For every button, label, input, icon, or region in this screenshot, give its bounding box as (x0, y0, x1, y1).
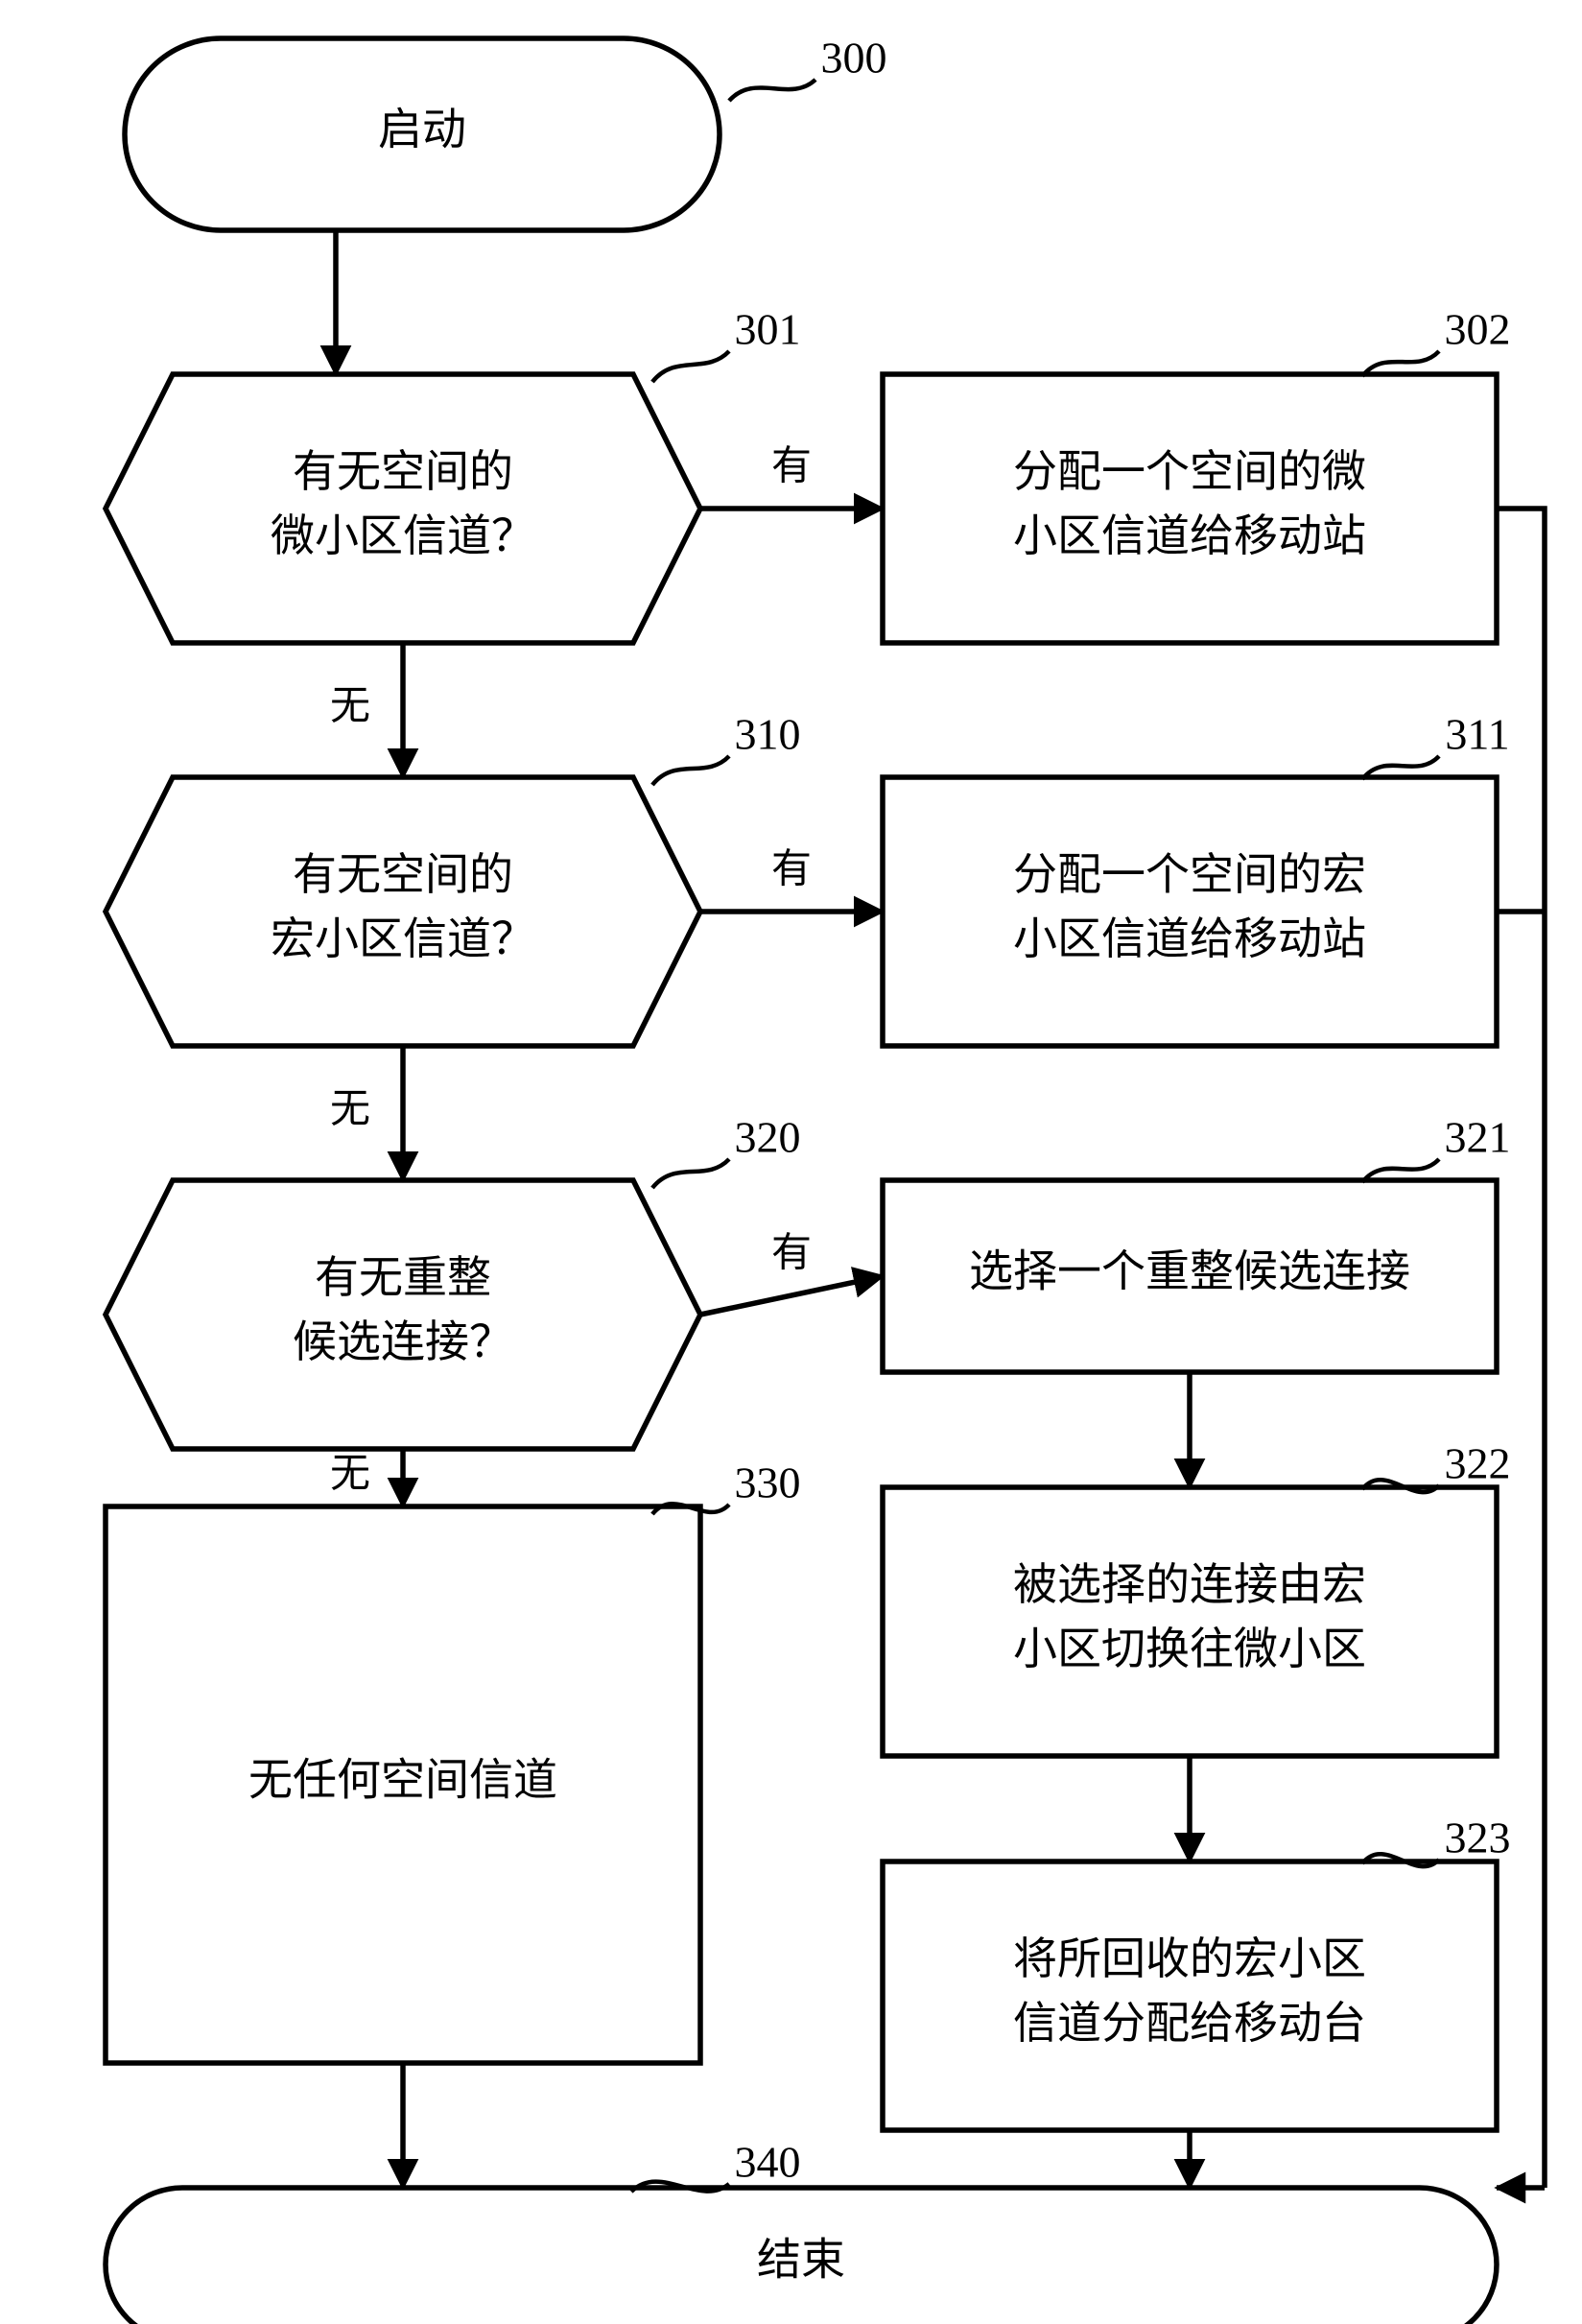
node-p322-line2: 小区切换往微小区 (1013, 1624, 1366, 1673)
node-p322: 被选择的连接由宏小区切换往微小区 (883, 1487, 1497, 1756)
ref-num-310: 310 (735, 710, 801, 759)
ref-num-322: 322 (1445, 1439, 1511, 1488)
ref-leader-310 (652, 756, 729, 785)
edge-d320-p321 (700, 1276, 883, 1315)
node-d320-line2: 候选连接？ (293, 1317, 513, 1366)
node-p330-line1: 无任何空间信道 (248, 1756, 557, 1805)
edge-label-d320-p330: 无 (330, 1453, 370, 1497)
node-p323-line2: 信道分配给移动台 (1013, 1999, 1366, 2048)
node-p321: 选择一个重整候选连接 (883, 1180, 1497, 1372)
ref-num-321: 321 (1445, 1113, 1511, 1162)
edge-label-d301-d310: 无 (330, 685, 370, 729)
node-d301-line1: 有无空间的 (293, 447, 513, 496)
node-end-line1: 结束 (757, 2236, 845, 2285)
ref-num-300: 300 (821, 34, 887, 83)
node-end: 结束 (106, 2188, 1497, 2324)
node-p322-line1: 被选择的连接由宏 (1013, 1560, 1366, 1609)
node-d310: 有无空间的宏小区信道？ (106, 777, 700, 1046)
node-p311-line2: 小区信道给移动站 (1013, 914, 1366, 963)
edge-label-d301-p302: 有 (771, 445, 812, 489)
edge-p302-spine (1497, 509, 1545, 2188)
ref-num-340: 340 (735, 2138, 801, 2187)
node-d310-line1: 有无空间的 (293, 850, 513, 899)
node-p311: 分配一个空间的宏小区信道给移动站 (883, 777, 1497, 1046)
ref-num-320: 320 (735, 1113, 801, 1162)
node-d301-line2: 微小区信道？ (271, 511, 535, 560)
ref-leader-301 (652, 351, 729, 382)
ref-leader-300 (729, 80, 815, 101)
ref-num-302: 302 (1445, 305, 1511, 354)
node-p321-line1: 选择一个重整候选连接 (969, 1247, 1410, 1296)
node-start: 启动 (125, 38, 720, 230)
ref-leader-320 (652, 1159, 729, 1188)
ref-num-311: 311 (1445, 710, 1509, 759)
edge-label-d320-p321: 有 (771, 1232, 812, 1276)
node-start-line1: 启动 (378, 106, 466, 154)
node-p323-line1: 将所回收的宏小区 (1013, 1934, 1366, 1983)
node-p302: 分配一个空间的微小区信道给移动站 (883, 374, 1497, 643)
node-p330: 无任何空间信道 (106, 1506, 700, 2063)
node-p302-line1: 分配一个空间的微 (1013, 447, 1366, 496)
ref-num-323: 323 (1445, 1814, 1511, 1862)
edge-label-d310-p311: 有 (771, 848, 812, 892)
ref-num-301: 301 (735, 305, 801, 354)
node-d310-line2: 宏小区信道？ (271, 914, 535, 963)
flowchart-canvas: 启动有无空间的微小区信道？分配一个空间的微小区信道给移动站有无空间的宏小区信道？… (0, 0, 1582, 2324)
node-p323: 将所回收的宏小区信道分配给移动台 (883, 1862, 1497, 2130)
node-p311-line1: 分配一个空间的宏 (1013, 850, 1366, 899)
edge-label-d310-d320: 无 (330, 1088, 370, 1132)
node-d301: 有无空间的微小区信道？ (106, 374, 700, 643)
node-d320-line1: 有无重整 (315, 1253, 491, 1302)
ref-num-330: 330 (735, 1458, 801, 1507)
node-d320: 有无重整候选连接？ (106, 1180, 700, 1449)
node-p302-line2: 小区信道给移动站 (1013, 511, 1366, 560)
